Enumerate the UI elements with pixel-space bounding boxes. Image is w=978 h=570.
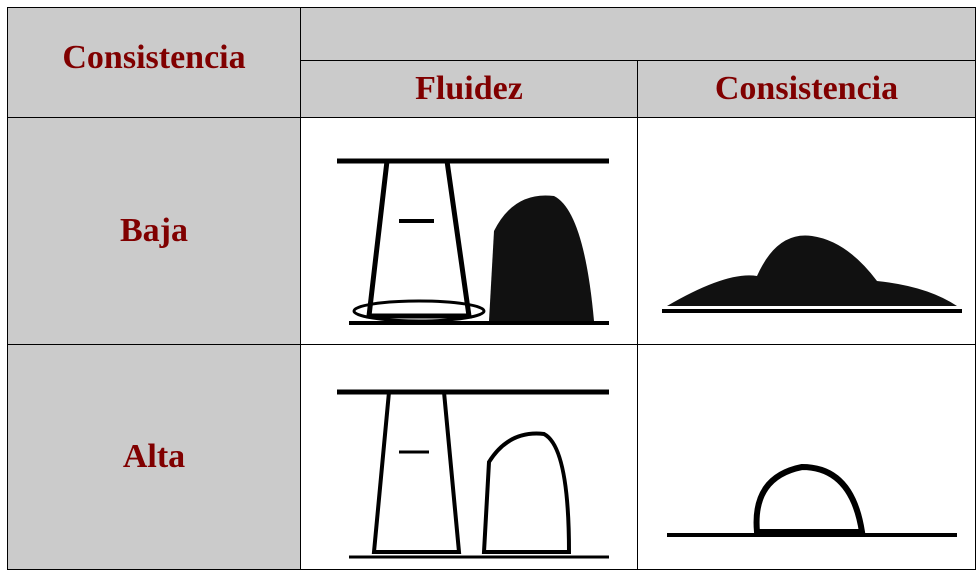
column-header: Consistencia [637, 60, 976, 118]
column-header: Fluidez [300, 60, 638, 118]
slump-image [300, 117, 638, 345]
group-header [300, 7, 976, 61]
slump-image [637, 117, 976, 345]
table: Consistencia Fluidez Consistencia Baja A… [7, 7, 976, 570]
row-label: Alta [7, 344, 301, 570]
cone-sketch [337, 158, 609, 325]
slump-image [300, 344, 638, 570]
slump-image [637, 344, 976, 570]
row-label: Baja [7, 117, 301, 345]
slump-sketch [661, 235, 962, 313]
row-header: Consistencia [7, 7, 301, 118]
cone-sketch [337, 389, 609, 559]
slump-sketch [666, 463, 957, 537]
